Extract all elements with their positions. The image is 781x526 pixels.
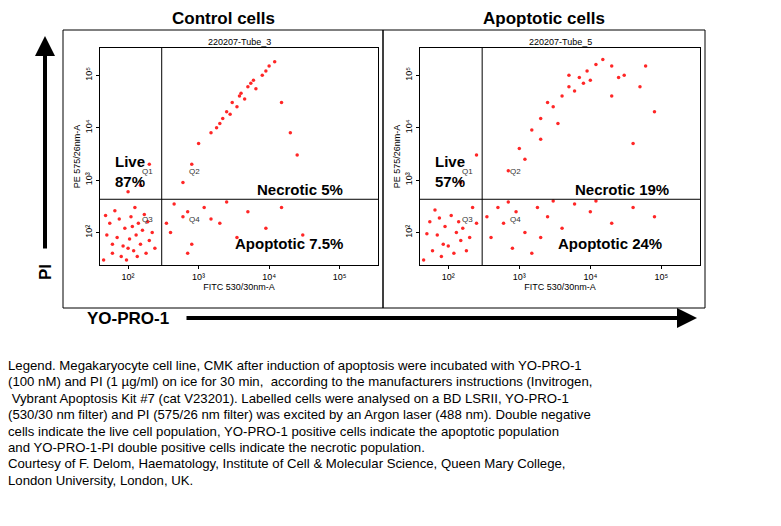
svg-text:FITC 530/30nm-A: FITC 530/30nm-A <box>203 282 275 292</box>
svg-text:10³: 10³ <box>84 172 94 185</box>
svg-text:Q4: Q4 <box>189 215 200 224</box>
svg-text:10²: 10² <box>122 272 135 282</box>
svg-text:10⁵: 10⁵ <box>84 67 94 81</box>
svg-text:Q1: Q1 <box>462 167 473 176</box>
html-text:cells indicate the live cell p: cells indicate the live cell population,… <box>8 423 559 439</box>
svg-text:Q3: Q3 <box>462 215 473 224</box>
svg-text:Necrotic 5%: Necrotic 5% <box>257 181 343 198</box>
svg-text:220207-Tube_3: 220207-Tube_3 <box>208 37 271 47</box>
svg-text:10⁴: 10⁴ <box>583 272 597 282</box>
svg-text:Apoptotic cells: Apoptotic cells <box>483 9 605 28</box>
svg-text:Q1: Q1 <box>142 167 153 176</box>
svg-text:Q3: Q3 <box>142 215 153 224</box>
svg-text:PE 575/26nm-A: PE 575/26nm-A <box>392 125 402 189</box>
svg-text:Live87%: Live87% <box>115 153 145 190</box>
svg-text:Q4: Q4 <box>510 215 521 224</box>
html-text:(530/30 nm filter) and PI (575: (530/30 nm filter) and PI (575/26 nm fil… <box>8 407 591 423</box>
svg-text:Live57%: Live57% <box>435 153 465 190</box>
svg-text:Q2: Q2 <box>510 167 521 176</box>
html-text:Courtesy of F. Delom, Haematol: Courtesy of F. Delom, Haematology, Insti… <box>8 456 566 472</box>
svg-text:Apoptotic 24%: Apoptotic 24% <box>558 235 662 252</box>
svg-text:10²: 10² <box>404 225 414 238</box>
svg-text:10⁴: 10⁴ <box>84 119 94 133</box>
html-text:(100 nM) and PI (1 µg/ml) on i: (100 nM) and PI (1 µg/ml) on ice for 30 … <box>8 374 593 390</box>
svg-text:YO-PRO-1: YO-PRO-1 <box>87 309 169 328</box>
svg-text:FITC 530/30nm-A: FITC 530/30nm-A <box>524 282 596 292</box>
svg-text:10²: 10² <box>84 225 94 238</box>
svg-text:10⁴: 10⁴ <box>262 272 276 282</box>
svg-text:10⁴: 10⁴ <box>404 119 414 133</box>
svg-text:10³: 10³ <box>404 172 414 185</box>
svg-text:220207-Tube_5: 220207-Tube_5 <box>529 37 592 47</box>
html-text:and YO-PRO-1-PI double positiv: and YO-PRO-1-PI double positive cells in… <box>8 440 425 455</box>
svg-text:10³: 10³ <box>513 272 526 282</box>
svg-text:Necrotic 19%: Necrotic 19% <box>575 181 669 198</box>
svg-text:Apoptotic 7.5%: Apoptotic 7.5% <box>235 235 343 252</box>
svg-text:10⁵: 10⁵ <box>333 272 347 282</box>
svg-text:10³: 10³ <box>192 272 205 282</box>
svg-text:10²: 10² <box>442 272 455 282</box>
svg-text:Q2: Q2 <box>189 167 200 176</box>
svg-text:PE 575/26nm-A: PE 575/26nm-A <box>72 125 82 189</box>
html-text:Legend. Megakaryocyte cell lin: Legend. Megakaryocyte cell line, CMK aft… <box>8 358 582 373</box>
svg-text:PI: PI <box>36 264 55 280</box>
svg-text:10⁵: 10⁵ <box>654 272 668 282</box>
svg-text:10⁵: 10⁵ <box>404 67 414 81</box>
svg-text:Control cells: Control cells <box>172 9 275 28</box>
html-text:Vybrant Apoptosis Kit #7 (cat: Vybrant Apoptosis Kit #7 (cat V23201). L… <box>8 390 569 406</box>
html-text:London University, London, UK.: London University, London, UK. <box>8 472 194 488</box>
